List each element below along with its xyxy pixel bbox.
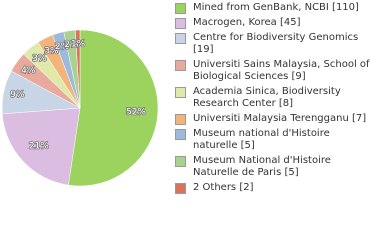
data-label: 1% — [71, 40, 86, 50]
data-label: 2% — [64, 40, 79, 50]
pie-slice — [75, 29, 81, 109]
legend-item: Mined from GenBank, NCBI [110] — [175, 2, 375, 14]
legend-item: Universiti Sains Malaysia, School of Bio… — [175, 59, 375, 83]
legend-label: Macrogen, Korea [45] — [193, 17, 301, 28]
data-label: 4% — [21, 66, 36, 76]
data-label: 21% — [29, 142, 49, 152]
legend-item: Macrogen, Korea [45] — [175, 17, 375, 29]
legend-label: 2 Others [2] — [193, 182, 254, 193]
legend-swatch — [175, 87, 186, 98]
data-label: 2% — [55, 42, 70, 52]
legend-label: Universiti Sains Malaysia, School of Bio… — [193, 59, 370, 82]
legend-label: Museum national d'Histoire naturelle [5] — [193, 128, 330, 151]
legend-swatch — [175, 114, 186, 125]
legend-item: 2 Others [2] — [175, 182, 375, 194]
data-label: 3% — [44, 46, 59, 56]
legend-item: Academia Sinica, Biodiversity Research C… — [175, 86, 375, 110]
legend-item: Centre for Biodiversity Genomics [19] — [175, 32, 375, 56]
pie: 52%21%9%4%3%3%2%2%1% — [1, 29, 159, 187]
legend-label: Museum National d'Histoire Naturelle de … — [193, 155, 331, 178]
pie-slice — [1, 107, 81, 186]
legend-label: Centre for Biodiversity Genomics [19] — [193, 32, 359, 55]
legend-item: Museum national d'Histoire naturelle [5] — [175, 128, 375, 152]
legend-swatch — [175, 18, 186, 29]
legend-swatch — [175, 156, 186, 167]
pie-slice — [68, 29, 159, 187]
legend-label: Universiti Malaysia Terengganu [7] — [193, 113, 367, 124]
data-label: 9% — [10, 90, 25, 100]
legend-item: Universiti Malaysia Terengganu [7] — [175, 113, 375, 125]
data-label: 52% — [126, 108, 146, 118]
legend-swatch — [175, 60, 186, 71]
legend-swatch — [175, 183, 186, 194]
data-label: 3% — [32, 54, 47, 64]
legend-swatch — [175, 3, 186, 14]
legend-swatch — [175, 33, 186, 44]
legend-item: Museum National d'Histoire Naturelle de … — [175, 155, 375, 179]
legend-label: Academia Sinica, Biodiversity Research C… — [193, 86, 341, 109]
legend-label: Mined from GenBank, NCBI [110] — [193, 2, 359, 13]
legend-swatch — [175, 129, 186, 140]
legend: Mined from GenBank, NCBI [110] Macrogen, … — [175, 2, 375, 197]
